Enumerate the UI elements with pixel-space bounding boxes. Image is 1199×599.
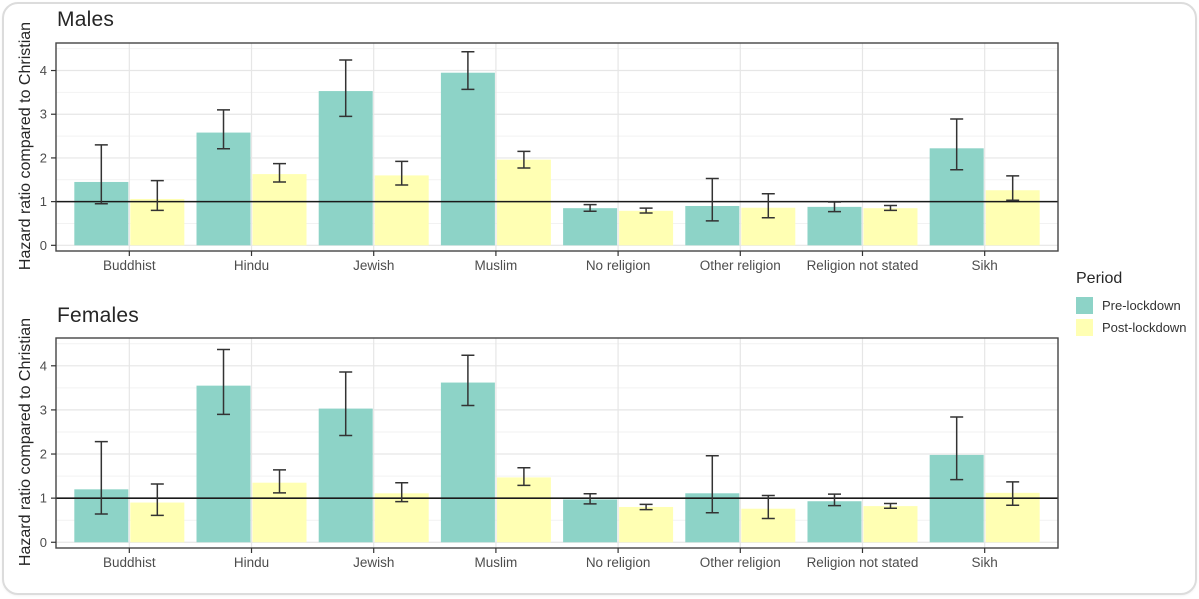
category-label-females-sikh: Sikh: [972, 555, 998, 570]
errorbar-females-hindu-post-lockdown: [273, 469, 287, 494]
category-label-males-muslim: Muslim: [475, 258, 518, 273]
errorbar-females-religion-not-stated-post-lockdown: [883, 502, 897, 510]
bar-males-no-religion-pre-lockdown: [563, 208, 618, 246]
category-label-females-jewish: Jewish: [353, 555, 394, 570]
category-label-females-muslim: Muslim: [475, 555, 518, 570]
y-tick-label-females-0: 0: [40, 535, 47, 550]
bar-males-religion-not-stated-post-lockdown: [863, 208, 918, 246]
bar-males-hindu-post-lockdown: [252, 174, 307, 246]
category-label-males-no-religion: No religion: [586, 258, 651, 273]
facet-panel-females: 0 1 2 3 4 Buddhist Hindu Jewish Muslim No religio…: [40, 337, 1059, 570]
legend-item-pre-lockdown: Pre-lockdown: [1076, 297, 1187, 314]
bar-males-muslim-pre-lockdown: [440, 72, 495, 246]
category-label-males-other-religion: Other religion: [700, 258, 781, 273]
bar-males-jewish-post-lockdown: [374, 175, 429, 246]
y-axis-label-males: Hazard ratio compared to Christian: [17, 21, 34, 271]
category-label-males-hindu: Hindu: [234, 258, 269, 273]
errorbar-males-buddhist-post-lockdown: [150, 179, 164, 212]
errorbar-males-no-religion-post-lockdown: [639, 207, 653, 214]
category-label-females-other-religion: Other religion: [700, 555, 781, 570]
bar-females-religion-not-stated-post-lockdown: [863, 506, 918, 543]
errorbar-males-no-religion-pre-lockdown: [583, 203, 597, 212]
bar-females-muslim-pre-lockdown: [440, 382, 495, 543]
legend-swatch-post-lockdown: [1076, 319, 1093, 336]
errorbar-males-jewish-pre-lockdown: [339, 59, 353, 118]
errorbar-males-religion-not-stated-post-lockdown: [883, 204, 897, 212]
errorbar-females-other-religion-post-lockdown: [761, 494, 775, 520]
errorbar-males-sikh-pre-lockdown: [950, 118, 964, 171]
errorbar-females-sikh-post-lockdown: [1006, 481, 1020, 506]
errorbar-males-muslim-post-lockdown: [517, 150, 531, 169]
bar-females-muslim-post-lockdown: [496, 477, 551, 543]
y-tick-label-males-3: 3: [40, 107, 47, 122]
facet-panel-males: 0 1 2 3 4 Buddhist Hindu Jewish Muslim No religio…: [40, 42, 1059, 273]
errorbar-females-muslim-pre-lockdown: [461, 354, 475, 407]
facet-title-females: Females: [57, 304, 139, 327]
errorbar-males-other-religion-pre-lockdown: [705, 177, 719, 222]
errorbar-males-hindu-pre-lockdown: [217, 109, 231, 150]
errorbar-females-hindu-pre-lockdown: [217, 348, 231, 416]
y-tick-label-females-1: 1: [40, 491, 47, 506]
panel-border-females: [55, 337, 1059, 549]
legend: Period Pre-lockdown Post-lockdown: [1076, 270, 1187, 341]
category-label-males-buddhist: Buddhist: [103, 258, 156, 273]
bar-females-religion-not-stated-pre-lockdown: [807, 501, 862, 543]
facet-title-males: Males: [57, 8, 115, 31]
legend-item-post-lockdown: Post-lockdown: [1076, 319, 1187, 336]
category-label-females-religion-not-stated: Religion not stated: [807, 555, 919, 570]
panel-border-males: [55, 42, 1059, 252]
errorbar-males-sikh-post-lockdown: [1006, 175, 1020, 202]
y-tick-label-males-4: 4: [40, 63, 47, 78]
errorbar-females-jewish-post-lockdown: [395, 481, 409, 503]
bar-females-no-religion-pre-lockdown: [563, 499, 618, 543]
y-axis-label-females: Hazard ratio compared to Christian: [17, 317, 34, 567]
category-label-males-sikh: Sikh: [972, 258, 998, 273]
bar-males-hindu-pre-lockdown: [196, 132, 251, 246]
legend-title: Period: [1076, 270, 1123, 287]
errorbar-males-religion-not-stated-pre-lockdown: [827, 201, 841, 213]
category-label-females-buddhist: Buddhist: [103, 555, 156, 570]
legend-swatch-pre-lockdown: [1076, 297, 1093, 314]
errorbar-females-no-religion-post-lockdown: [639, 503, 653, 511]
y-tick-label-females-3: 3: [40, 402, 47, 417]
errorbar-males-muslim-pre-lockdown: [461, 50, 475, 91]
errorbar-females-jewish-pre-lockdown: [339, 371, 353, 437]
errorbar-females-other-religion-pre-lockdown: [705, 455, 719, 514]
category-label-females-no-religion: No religion: [586, 555, 651, 570]
errorbar-females-sikh-pre-lockdown: [950, 416, 964, 481]
bar-males-no-religion-post-lockdown: [619, 210, 674, 246]
category-label-males-jewish: Jewish: [353, 258, 394, 273]
errorbar-females-buddhist-post-lockdown: [150, 483, 164, 517]
y-tick-label-males-1: 1: [40, 194, 47, 209]
errorbar-males-hindu-post-lockdown: [273, 162, 287, 183]
y-tick-label-females-4: 4: [40, 358, 47, 373]
category-label-females-hindu: Hindu: [234, 555, 269, 570]
category-label-males-religion-not-stated: Religion not stated: [807, 258, 919, 273]
errorbar-females-muslim-post-lockdown: [517, 466, 531, 487]
errorbar-females-religion-not-stated-pre-lockdown: [827, 493, 841, 507]
y-tick-label-females-2: 2: [40, 447, 47, 462]
legend-label-post-lockdown: Post-lockdown: [1102, 320, 1187, 335]
errorbar-females-no-religion-pre-lockdown: [583, 492, 597, 505]
legend-label-pre-lockdown: Pre-lockdown: [1102, 298, 1181, 313]
errorbar-males-buddhist-pre-lockdown: [94, 144, 108, 205]
y-tick-label-males-0: 0: [40, 238, 47, 253]
bar-females-no-religion-post-lockdown: [619, 506, 674, 543]
bar-males-muslim-post-lockdown: [496, 159, 551, 246]
errorbar-males-other-religion-post-lockdown: [761, 193, 775, 219]
y-tick-label-males-2: 2: [40, 150, 47, 165]
bar-males-religion-not-stated-pre-lockdown: [807, 206, 862, 246]
errorbar-males-jewish-post-lockdown: [395, 160, 409, 186]
errorbar-females-buddhist-pre-lockdown: [94, 440, 108, 515]
